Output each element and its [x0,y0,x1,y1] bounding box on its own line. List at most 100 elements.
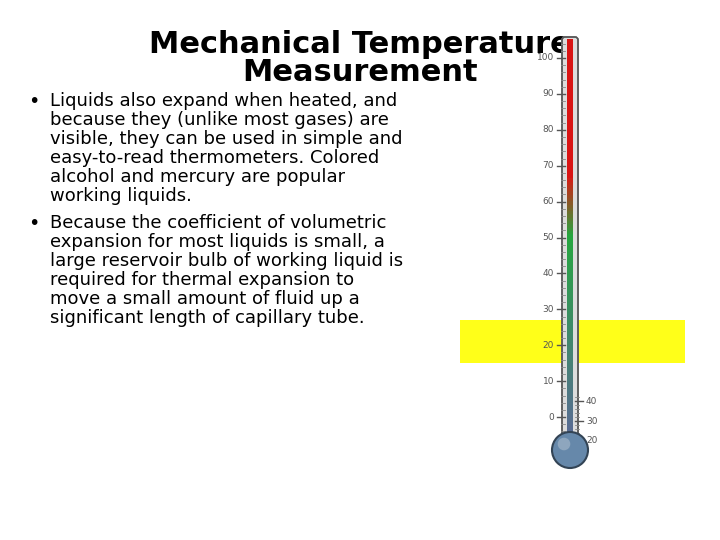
Bar [567,280,573,284]
Bar [567,82,573,86]
Text: 50: 50 [542,233,554,242]
Text: 90: 90 [542,89,554,98]
Bar [567,224,573,228]
Bar [567,382,573,386]
Bar [567,339,573,343]
Text: significant length of capillary tube.: significant length of capillary tube. [50,309,364,327]
Bar [567,313,573,316]
Bar [567,63,573,66]
Text: 30: 30 [542,305,554,314]
Bar [567,300,573,303]
Bar [567,112,573,116]
Text: 20: 20 [586,436,598,446]
Bar [567,211,573,214]
Bar [567,319,573,323]
Bar [567,276,573,280]
Bar [567,359,573,362]
Bar [567,46,573,50]
Bar [567,395,573,399]
Bar [567,85,573,90]
Bar [567,326,573,329]
Bar [567,220,573,224]
Bar [567,237,573,241]
Text: because they (unlike most gases) are: because they (unlike most gases) are [50,111,389,129]
Bar [567,289,573,293]
Bar [567,283,573,287]
Bar [567,309,573,313]
Bar [567,89,573,93]
Text: 0: 0 [548,413,554,422]
Bar [567,346,573,349]
Bar [567,402,573,406]
Bar [567,362,573,366]
Bar [567,372,573,376]
Bar [567,141,573,145]
Bar [567,151,573,155]
Bar [567,187,573,191]
Bar [567,204,573,208]
Bar [567,428,573,431]
Bar [567,375,573,379]
Bar [567,96,573,99]
Text: Mechanical Temperature: Mechanical Temperature [149,30,571,59]
Bar [567,264,573,267]
Bar [567,115,573,119]
Bar [567,56,573,60]
Bar [567,256,573,260]
Bar [567,234,573,238]
Bar [567,132,573,136]
Text: 30: 30 [586,416,598,426]
Bar [567,214,573,218]
Bar [567,366,573,369]
Bar [567,240,573,244]
Text: 70: 70 [542,161,554,170]
Bar [567,424,573,428]
Text: Liquids also expand when heated, and: Liquids also expand when heated, and [50,92,397,110]
Text: easy-to-read thermometers. Colored: easy-to-read thermometers. Colored [50,149,379,167]
Text: large reservoir bulb of working liquid is: large reservoir bulb of working liquid i… [50,252,403,270]
Bar [567,270,573,274]
Bar [567,66,573,70]
Text: visible, they can be used in simple and: visible, they can be used in simple and [50,130,402,148]
FancyBboxPatch shape [562,37,578,438]
Bar [567,43,573,46]
Bar [567,138,573,142]
Bar [567,135,573,139]
Bar [567,244,573,247]
Bar [567,399,573,402]
Bar [567,349,573,353]
Bar [567,109,573,112]
Bar [567,231,573,234]
Bar [567,181,573,185]
Bar [567,303,573,307]
Circle shape [558,438,570,450]
Bar [567,227,573,231]
Bar [567,184,573,188]
Bar [567,72,573,76]
Text: move a small amount of fluid up a: move a small amount of fluid up a [50,290,360,308]
Bar [567,385,573,389]
Bar [567,178,573,181]
Bar [567,161,573,165]
Bar [567,333,573,336]
Bar [567,260,573,264]
Bar [460,320,685,363]
Bar [567,174,573,178]
Text: •: • [28,214,40,233]
Bar [567,352,573,356]
Bar [567,69,573,73]
Bar [567,253,573,257]
Bar [567,316,573,320]
Bar [567,171,573,175]
Bar [567,194,573,198]
Text: 40: 40 [586,396,598,406]
Bar [567,379,573,382]
Bar [567,39,573,43]
Bar [567,217,573,221]
Text: required for thermal expansion to: required for thermal expansion to [50,271,354,289]
Bar [567,336,573,340]
Bar [567,273,573,277]
Text: 20: 20 [543,341,554,350]
Text: Because the coefficient of volumetric: Because the coefficient of volumetric [50,214,387,232]
Bar [567,79,573,83]
